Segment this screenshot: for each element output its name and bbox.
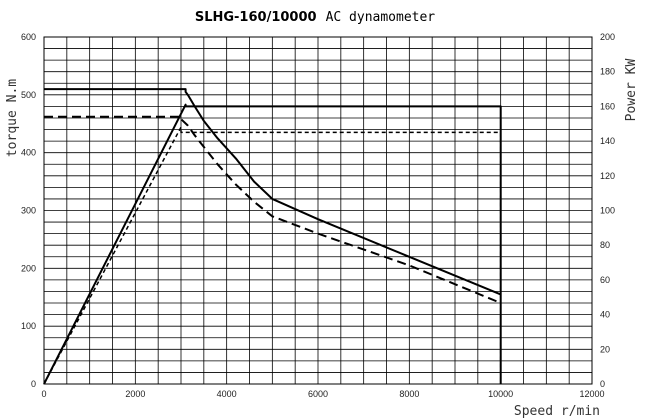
y-right-tick-label: 160 [600, 101, 615, 111]
torque-curve-solid [44, 88, 502, 296]
x-tick-label: 10000 [488, 389, 513, 399]
chart-title-desc: AC dynamometer [326, 10, 436, 25]
chart-title: SLHG-160/10000 AC dynamometer [195, 8, 435, 25]
y-right-tick-label: 0 [600, 379, 605, 389]
y-right-tick-label: 120 [600, 171, 615, 181]
x-tick-label: 6000 [308, 389, 328, 399]
x-axis-label: Speed r/min [514, 404, 600, 419]
y-left-tick-label: 0 [31, 379, 36, 389]
y-left-tick-label: 500 [21, 90, 36, 100]
y-left-tick-label: 300 [21, 206, 36, 216]
y-left-tick-label: 400 [21, 148, 36, 158]
torque-curve-dashed [44, 115, 502, 304]
y-axis-right-label: Power KW [624, 59, 639, 122]
y-axis-left-label: torque N.m [5, 79, 20, 157]
chart-title-model: SLHG-160/10000 [195, 10, 317, 25]
y-right-tick-label: 200 [600, 32, 615, 42]
x-tick-label: 12000 [579, 389, 604, 399]
x-tick-label: 2000 [125, 389, 145, 399]
series-lines [43, 88, 502, 385]
y-axis-left-ticks: 0 100 200 300 400 500 600 [21, 32, 36, 389]
y-right-tick-label: 40 [600, 310, 610, 320]
y-left-tick-label: 600 [21, 32, 36, 42]
y-right-tick-label: 140 [600, 136, 615, 146]
x-tick-label: 4000 [217, 389, 237, 399]
y-right-tick-label: 20 [600, 344, 610, 354]
y-right-tick-label: 180 [600, 67, 615, 77]
y-left-tick-label: 100 [21, 321, 36, 331]
x-tick-label: 0 [41, 389, 46, 399]
y-right-tick-label: 100 [600, 206, 615, 216]
x-tick-label: 8000 [399, 389, 419, 399]
power-curve-dotted [43, 126, 502, 385]
y-right-tick-label: 60 [600, 275, 610, 285]
x-axis-ticks: 0 2000 4000 6000 8000 10000 12000 [41, 389, 604, 399]
y-left-tick-label: 200 [21, 263, 36, 273]
y-right-tick-label: 80 [600, 240, 610, 250]
plot-frame [43, 36, 593, 385]
y-axis-right-ticks: 0 20 40 60 80 100 120 140 160 180 200 [600, 32, 615, 389]
